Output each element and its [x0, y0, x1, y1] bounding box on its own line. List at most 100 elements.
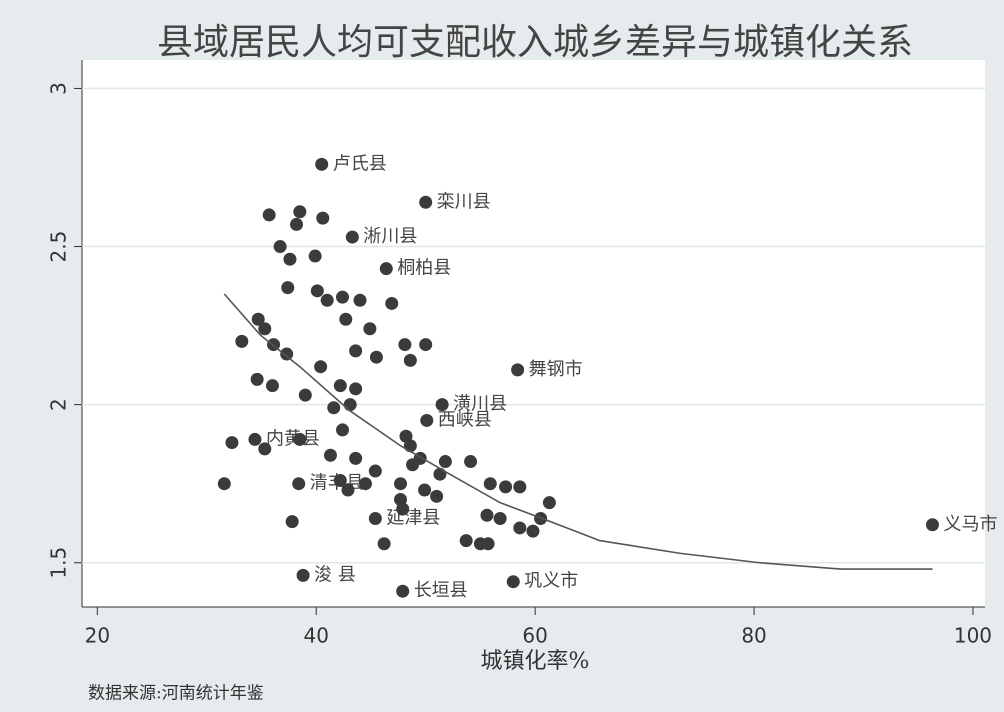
point [483, 477, 497, 491]
x-tick-label: 80 [741, 624, 766, 648]
x-tick-label: 20 [85, 624, 110, 648]
point [459, 534, 473, 548]
point [345, 230, 359, 244]
point [369, 350, 383, 364]
point [296, 568, 310, 582]
point [251, 312, 265, 326]
point [333, 474, 347, 488]
point-label: 长垣县 [414, 580, 468, 601]
point-label: 义马市 [943, 514, 997, 535]
point [339, 312, 353, 326]
x-tick-label: 40 [304, 624, 329, 648]
x-tick-label: 100 [954, 624, 992, 648]
point [349, 344, 363, 358]
point-label: 延津县 [386, 507, 440, 528]
point [217, 477, 231, 491]
point [336, 423, 350, 437]
point [420, 413, 434, 427]
point [327, 401, 341, 415]
point [258, 442, 272, 456]
point [358, 477, 372, 491]
y-tick-label: 2.5 [47, 231, 71, 263]
point [283, 252, 297, 266]
point [341, 483, 355, 497]
point [433, 467, 447, 481]
point [513, 480, 527, 494]
point [419, 338, 433, 352]
x-axis-label: 城镇化率% [481, 649, 590, 674]
point [499, 480, 513, 494]
point [280, 347, 294, 361]
point [526, 524, 540, 538]
point [293, 205, 307, 219]
point [349, 382, 363, 396]
point [316, 211, 330, 225]
point [418, 483, 432, 497]
point [430, 489, 444, 503]
point [323, 448, 337, 462]
source-note: 数据来源:河南统计年鉴 [88, 684, 264, 704]
point [293, 432, 307, 446]
point [398, 338, 412, 352]
point-label: 桐柏县 [397, 258, 451, 279]
point [262, 208, 276, 222]
point [285, 515, 299, 529]
point [394, 477, 408, 491]
point [265, 379, 279, 393]
point [235, 334, 249, 348]
point [403, 439, 417, 453]
point [363, 322, 377, 336]
point-label: 内黄县 [266, 428, 320, 449]
point [281, 281, 295, 295]
point [473, 537, 487, 551]
point [349, 451, 363, 465]
point [396, 502, 410, 516]
point [336, 290, 350, 304]
fit-line [223, 293, 933, 570]
point [248, 432, 262, 446]
y-tick-label: 2 [47, 398, 71, 411]
point [419, 195, 433, 209]
point [480, 508, 494, 522]
point [273, 240, 287, 254]
point-label: 淅川县 [363, 226, 417, 247]
point-label: 卢氏县 [333, 153, 387, 174]
point [511, 363, 525, 377]
point-label: 栾川县 [437, 191, 491, 212]
point-label: 西峡县 [438, 409, 492, 430]
point [506, 575, 520, 589]
chart-title: 县域居民人均可支配收入城乡差异与城镇化关系 [157, 22, 913, 63]
point [290, 217, 304, 231]
point [250, 372, 264, 386]
point [493, 511, 507, 525]
point [353, 293, 367, 307]
point-label: 潢川县 [453, 394, 507, 415]
point [308, 249, 322, 263]
point [435, 398, 449, 412]
point [379, 262, 393, 276]
point [403, 353, 417, 367]
point [314, 360, 328, 374]
point [298, 388, 312, 402]
point [464, 455, 478, 469]
x-tick-label: 60 [522, 624, 547, 648]
point [320, 293, 334, 307]
point [310, 284, 324, 298]
point [513, 521, 527, 535]
point [542, 496, 556, 510]
point-label: 舞钢市 [529, 359, 583, 380]
point [368, 464, 382, 478]
point [343, 398, 357, 412]
point [333, 379, 347, 393]
point [396, 584, 410, 598]
point [925, 518, 939, 532]
point [292, 477, 306, 491]
point [258, 322, 272, 336]
point-label: 浚 县 [314, 564, 356, 585]
point [438, 455, 452, 469]
point-label: 巩义市 [524, 571, 578, 592]
point [315, 157, 329, 171]
y-tick-label: 1.5 [47, 547, 71, 579]
point [225, 436, 239, 450]
